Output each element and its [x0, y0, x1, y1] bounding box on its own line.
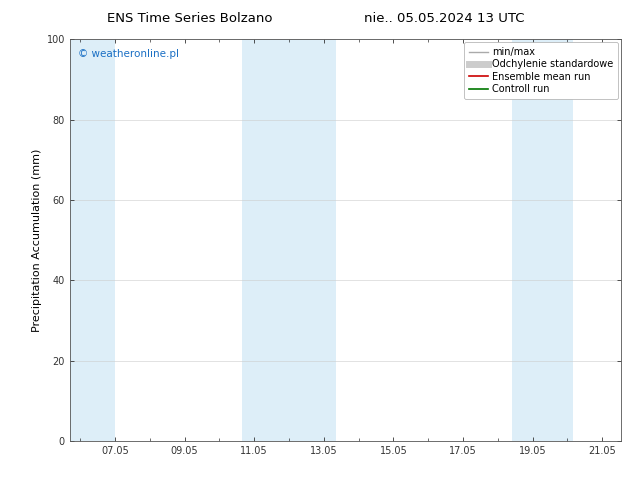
Y-axis label: Precipitation Accumulation (mm): Precipitation Accumulation (mm) [32, 148, 42, 332]
Bar [70, 39, 115, 441]
Bar [242, 39, 336, 441]
Text: © weatheronline.pl: © weatheronline.pl [78, 49, 179, 59]
Text: ENS Time Series Bolzano: ENS Time Series Bolzano [107, 12, 273, 25]
Legend: min/max, Odchylenie standardowe, Ensemble mean run, Controll run: min/max, Odchylenie standardowe, Ensembl… [464, 42, 618, 99]
Text: nie.. 05.05.2024 13 UTC: nie.. 05.05.2024 13 UTC [363, 12, 524, 25]
Bar [512, 39, 573, 441]
